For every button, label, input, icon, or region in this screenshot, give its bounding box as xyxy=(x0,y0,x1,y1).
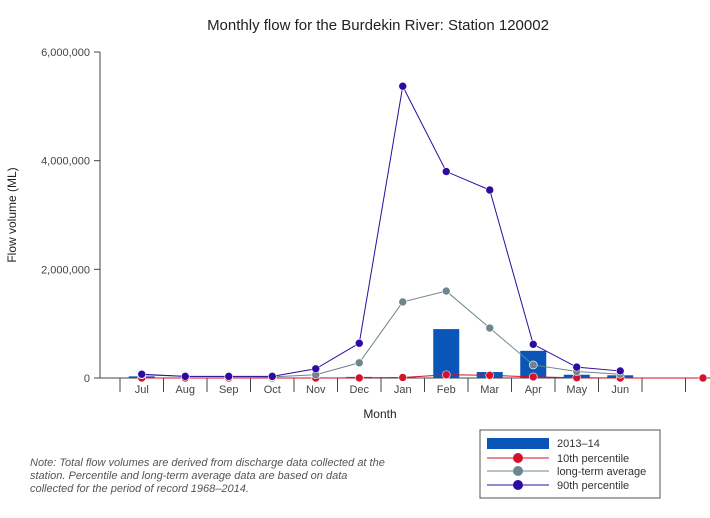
y-tick-label: 6,000,000 xyxy=(41,47,90,59)
x-tick-label: May xyxy=(566,384,587,396)
bar-series xyxy=(128,329,634,378)
data-point xyxy=(267,372,277,381)
data-point xyxy=(485,370,495,380)
legend-label: long-term average xyxy=(557,466,646,478)
data-point xyxy=(398,81,408,91)
x-tick-label: Feb xyxy=(437,384,456,396)
data-point xyxy=(137,369,147,379)
data-point xyxy=(528,340,538,349)
data-point xyxy=(441,286,451,296)
y-tick-label: 0 xyxy=(84,373,90,385)
data-point xyxy=(398,297,408,307)
legend-label: 2013–14 xyxy=(557,438,600,450)
legend-swatch xyxy=(487,438,549,449)
data-point xyxy=(528,360,538,370)
line-series xyxy=(137,81,708,383)
series-line xyxy=(141,84,621,377)
legend-marker xyxy=(513,453,523,463)
y-axis: 0 2,000,000 4,000,000 6,000,000 xyxy=(41,47,101,385)
x-tick-label: Jan xyxy=(394,384,412,396)
data-point xyxy=(572,362,582,372)
chart-title: Monthly flow for the Burdekin River: Sta… xyxy=(207,17,549,34)
data-point xyxy=(615,366,625,376)
data-point xyxy=(354,338,364,348)
y-axis-label: Flow volume (ML) xyxy=(5,167,19,262)
x-tick-label: Aug xyxy=(175,384,195,396)
x-tick-label: Jun xyxy=(611,384,629,396)
x-tick-label: Nov xyxy=(306,384,326,396)
data-point xyxy=(224,372,234,381)
data-point xyxy=(485,185,495,195)
x-tick-label: Apr xyxy=(525,384,542,396)
legend-marker xyxy=(513,480,523,490)
legend-marker xyxy=(513,466,523,476)
x-tick-label: Sep xyxy=(219,384,239,396)
data-point xyxy=(398,373,408,382)
legend-label: 10th percentile xyxy=(557,453,629,465)
data-point xyxy=(698,373,708,383)
legend-label: 90th percentile xyxy=(557,480,629,492)
bar xyxy=(433,329,460,378)
data-point xyxy=(485,323,495,333)
data-point xyxy=(441,370,451,380)
y-tick-label: 4,000,000 xyxy=(41,156,90,168)
x-tick-label: Jul xyxy=(135,384,149,396)
data-point xyxy=(354,358,364,368)
data-point xyxy=(180,372,190,381)
x-tick-label: Dec xyxy=(349,384,369,396)
y-tick-label: 2,000,000 xyxy=(41,264,90,276)
data-point xyxy=(311,364,321,374)
x-axis-label: Month xyxy=(363,407,396,421)
data-point xyxy=(354,373,364,383)
x-tick-label: Mar xyxy=(480,384,499,396)
data-point xyxy=(528,372,538,382)
series-line xyxy=(141,290,621,378)
x-tick-label: Oct xyxy=(264,384,281,396)
data-point xyxy=(441,167,451,176)
footnote: Note: Total flow volumes are derived fro… xyxy=(30,457,385,495)
